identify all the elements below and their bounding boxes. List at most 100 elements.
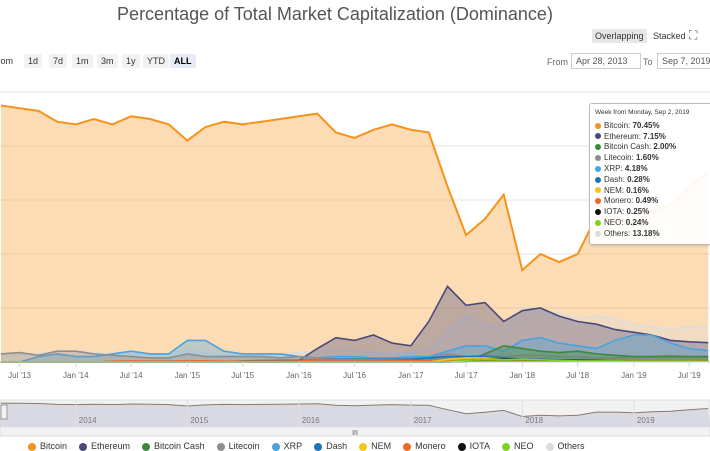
legend-item-bitcoin-cash[interactable]: Bitcoin Cash (142, 441, 205, 451)
tooltip-series-name: NEM (604, 185, 622, 195)
navigator-year-label: 2015 (190, 416, 208, 425)
tooltip-header: Week from Monday, Sep 2, 2019 (595, 109, 690, 116)
legend-dot-icon (403, 442, 412, 451)
tooltip-series-value: 0.49% (635, 196, 659, 206)
navigator-year-label: 2017 (414, 416, 432, 425)
series-dot-icon (595, 230, 601, 237)
zoom-1m-button[interactable]: 1m (72, 54, 93, 68)
x-tick-label: Jan '15 (175, 371, 201, 380)
legend-item-nem[interactable]: NEM (359, 441, 391, 451)
zoom-7d-button[interactable]: 7d (49, 54, 68, 68)
tooltip-series-value: 13.18% (632, 228, 660, 238)
chart-legend: Bitcoin Ethereum Bitcoin Cash Litecoin XRP Da… (28, 441, 597, 451)
zoom-3m-button[interactable]: 3m (97, 54, 118, 68)
legend-item-xrp[interactable]: XRP (271, 441, 303, 451)
series-dot-icon (595, 187, 601, 194)
legend-item-neo[interactable]: NEO (502, 441, 534, 451)
tooltip-series-value: 0.16% (626, 185, 649, 195)
line-others (0, 307, 709, 358)
x-tick-label: Jan '18 (510, 371, 536, 380)
tooltip-row-ethereum: Ethereum: 7.15% (595, 132, 710, 143)
legend-label: NEM (371, 441, 392, 451)
from-label: From (547, 57, 568, 67)
tooltip-series-name: Ethereum (604, 131, 639, 141)
series-dot-icon (595, 165, 601, 172)
navigator-year-label: 2018 (525, 416, 543, 425)
tooltip-series-value: 1.60% (636, 153, 659, 163)
legend-label: Bitcoin (40, 441, 68, 451)
x-tick-label: Jul '16 (343, 371, 366, 380)
zoom-1d-button[interactable]: 1d (24, 54, 43, 68)
x-tick-label: Jan '14 (63, 371, 89, 380)
navigator-handle-left[interactable] (0, 404, 8, 420)
tooltip-row-bitcoin-cash: Bitcoin Cash: 2.00% (595, 142, 710, 153)
zoom-all-button[interactable]: ALL (170, 54, 196, 68)
x-tick-label: Jul '15 (231, 371, 254, 380)
tooltip-series-value: 0.28% (627, 174, 650, 184)
tooltip-series-name: Litecoin (604, 153, 632, 163)
tooltip-row-monero: Monero: 0.49% (595, 196, 710, 207)
navigator-area (0, 403, 710, 426)
chart-tooltip: Week from Monday, Sep 2, 2019 Bitcoin: 7… (589, 103, 710, 245)
legend-dot-icon (502, 442, 510, 451)
legend-dot-icon (28, 442, 36, 451)
navigator-year-label: 2019 (637, 416, 655, 425)
legend-item-litecoin[interactable]: Litecoin (216, 441, 260, 451)
tooltip-series-name: Monero (604, 196, 632, 206)
legend-item-bitcoin[interactable]: Bitcoin (28, 441, 67, 451)
series-dot-icon (595, 144, 601, 151)
tooltip-series-name: NEO (604, 217, 622, 227)
tooltip-row-others: Others: 13.18% (595, 229, 710, 240)
series-dot-icon (595, 122, 601, 129)
series-dot-icon (595, 155, 601, 162)
legend-label: Bitcoin Cash (154, 441, 205, 451)
zoom-label: Zoom (0, 56, 14, 66)
x-tick-label: Jul '14 (120, 371, 143, 380)
tooltip-series-name: Bitcoin Cash (604, 142, 649, 152)
x-tick-label: Jul '19 (678, 371, 701, 380)
legend-label: Litecoin (228, 441, 260, 451)
tooltip-row-dash: Dash: 0.28% (595, 175, 710, 186)
series-dot-icon (595, 198, 601, 205)
stacked-mode-button[interactable]: Stacked (653, 31, 686, 41)
legend-label: Dash (326, 441, 348, 451)
range-navigator[interactable]: 2014 2015 2016 2017 2018 2019 III (0, 398, 710, 438)
legend-label: NEO (514, 441, 534, 451)
legend-item-iota[interactable]: IOTA (457, 441, 490, 451)
dominance-chart[interactable]: Jul '13 Jan '14 Jul '14 Jan '15 Jul '15 Jan '… (0, 80, 710, 385)
zoom-ytd-button[interactable]: YTD (143, 54, 169, 68)
x-tick-label: Jan '17 (398, 371, 424, 380)
x-tick-label: Jan '19 (621, 371, 647, 380)
from-date-input[interactable]: Apr 28, 2013 (571, 53, 641, 69)
navigator-scrollbar[interactable] (0, 426, 710, 437)
area-nem (0, 357, 709, 362)
legend-item-ethereum[interactable]: Ethereum (79, 441, 130, 451)
legend-item-monero[interactable]: Monero (403, 441, 446, 451)
legend-item-others[interactable]: Others (545, 441, 585, 451)
legend-dot-icon (142, 442, 151, 451)
legend-label: IOTA (469, 441, 490, 451)
x-tick-label: Jul '17 (455, 371, 478, 380)
x-tick-label: Jul '13 (8, 371, 31, 380)
legend-dot-icon (314, 442, 323, 451)
tooltip-row-xrp: XRP: 4.18% (595, 164, 710, 175)
series-dot-icon (595, 133, 601, 140)
legend-label: Monero (415, 441, 446, 451)
overlapping-mode-button[interactable]: Overlapping (592, 29, 647, 43)
area-bitcoin (0, 105, 709, 362)
navigator-line (0, 402, 709, 418)
series-dot-icon (595, 176, 601, 183)
tooltip-series-value: 70.45% (632, 120, 660, 130)
legend-item-dash[interactable]: Dash (314, 441, 347, 451)
tooltip-series-name: IOTA (604, 207, 623, 217)
legend-dot-icon (271, 442, 280, 451)
to-date-input[interactable]: Sep 7, 2019 (657, 53, 710, 69)
legend-dot-icon (216, 442, 225, 451)
series-others[interactable] (0, 307, 709, 362)
fullscreen-icon[interactable]: ⛶ (689, 28, 698, 42)
scrollbar-grip-icon[interactable]: III (352, 430, 358, 437)
tooltip-series-name: XRP (604, 163, 621, 173)
navigator-year-label: 2014 (79, 416, 97, 425)
legend-label: XRP (283, 441, 303, 451)
zoom-1y-button[interactable]: 1y (122, 54, 140, 68)
